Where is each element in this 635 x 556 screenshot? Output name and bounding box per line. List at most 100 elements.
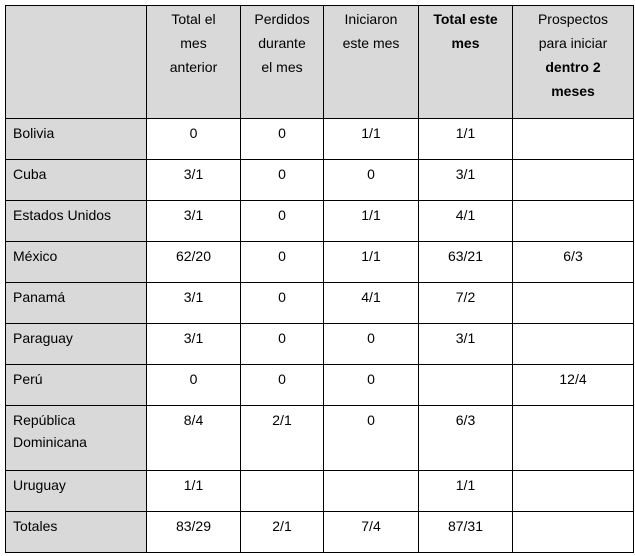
header-text: anterior [169,59,218,75]
table-row: Paraguay 3/1 0 0 3/1 [5,323,634,365]
header-text: Prospectos [537,11,609,27]
header-text: Perdidos [254,11,310,27]
country-cell: Perú [5,364,147,406]
country-name: Uruguay [13,477,66,493]
started-cell: 1/1 [323,200,419,242]
lost-cell: 0 [240,364,324,406]
prospects-cell [512,470,634,512]
header-text: este mes [342,35,400,51]
country-name: Bolivia [13,125,55,141]
totals-label-cell: Totales [5,511,147,553]
prospects-cell [512,200,634,242]
header-text: para iniciar [538,35,608,51]
header-text: mes [451,35,480,51]
prospects-cell [512,323,634,365]
table-row: Panamá 3/1 0 4/1 7/2 [5,282,634,324]
header-lost: Perdidos durante el mes [240,5,324,119]
prev-cell: 0 [146,364,241,406]
header-text: meses [551,83,595,99]
country-name: Paraguay [13,330,73,346]
lost-cell: 2/1 [240,511,324,553]
lost-cell: 0 [240,200,324,242]
prospects-cell [512,118,634,160]
started-cell: 0 [323,159,419,201]
header-started: Iniciaron este mes [323,5,419,119]
header-text: durante [258,35,306,51]
prospects-cell: 12/4 [512,364,634,406]
total-cell: 87/31 [418,511,513,553]
lost-cell: 0 [240,241,324,283]
header-text: Iniciaron [344,11,398,27]
country-name: Dominicana [13,434,87,450]
country-name: México [13,248,58,264]
country-name: Panamá [13,289,66,305]
lost-cell: 0 [240,323,324,365]
country-name: Estados Unidos [13,207,112,223]
country-cell: Cuba [5,159,147,201]
prev-cell: 0 [146,118,241,160]
country-cell: República Dominicana [5,405,147,471]
country-cell: Estados Unidos [5,200,147,242]
header-prospects: Prospectos para iniciar dentro 2 meses [512,5,634,119]
prev-cell: 3/1 [146,323,241,365]
total-cell: 3/1 [418,323,513,365]
started-cell: 0 [323,323,419,365]
total-cell: 1/1 [418,118,513,160]
header-text: dentro 2 [545,59,601,75]
prospects-cell [512,159,634,201]
country-cell: Panamá [5,282,147,324]
total-cell: 1/1 [418,470,513,512]
totals-row: Totales 83/29 2/1 7/4 87/31 [5,511,634,553]
total-cell [418,364,513,406]
header-corner [5,5,147,119]
table-row: Perú 0 0 0 12/4 [5,364,634,406]
country-cell: Paraguay [5,323,147,365]
total-cell: 4/1 [418,200,513,242]
lost-cell: 0 [240,118,324,160]
total-cell: 7/2 [418,282,513,324]
prev-cell: 3/1 [146,159,241,201]
prospects-cell [512,405,634,471]
prospects-cell [512,282,634,324]
lost-cell: 0 [240,159,324,201]
started-cell: 7/4 [323,511,419,553]
total-cell: 3/1 [418,159,513,201]
table-row: Estados Unidos 3/1 0 1/1 4/1 [5,200,634,242]
header-prev-month: Total el mes anterior [146,5,241,119]
header-text: mes [180,35,207,51]
country-cell: Uruguay [5,470,147,512]
country-name: Cuba [13,166,47,182]
total-cell: 6/3 [418,405,513,471]
header-text: Total el [171,11,216,27]
prospects-cell: 6/3 [512,241,634,283]
data-table: Total el mes anterior Perdidos durante e… [5,5,634,553]
lost-cell: 0 [240,282,324,324]
header-text: el mes [261,59,303,75]
header-total-this-month: Total este mes [418,5,513,119]
prev-cell: 83/29 [146,511,241,553]
started-cell: 0 [323,405,419,471]
total-cell: 63/21 [418,241,513,283]
started-cell: 1/1 [323,118,419,160]
table-row: Cuba 3/1 0 0 3/1 [5,159,634,201]
started-cell [323,470,419,512]
country-name: Perú [13,371,43,387]
lost-cell: 2/1 [240,405,324,471]
header-row: Total el mes anterior Perdidos durante e… [5,5,634,119]
table-row: República Dominicana 8/4 2/1 0 6/3 [5,405,634,471]
prev-cell: 3/1 [146,282,241,324]
table-row: Uruguay 1/1 1/1 [5,470,634,512]
header-text: Total este [433,11,498,27]
lost-cell [240,470,324,512]
prev-cell: 62/20 [146,241,241,283]
prev-cell: 8/4 [146,405,241,471]
country-cell: Bolivia [5,118,147,160]
prospects-cell [512,511,634,553]
started-cell: 4/1 [323,282,419,324]
started-cell: 1/1 [323,241,419,283]
started-cell: 0 [323,364,419,406]
table-row: Bolivia 0 0 1/1 1/1 [5,118,634,160]
prev-cell: 1/1 [146,470,241,512]
table-row: México 62/20 0 1/1 63/21 6/3 [5,241,634,283]
country-cell: México [5,241,147,283]
